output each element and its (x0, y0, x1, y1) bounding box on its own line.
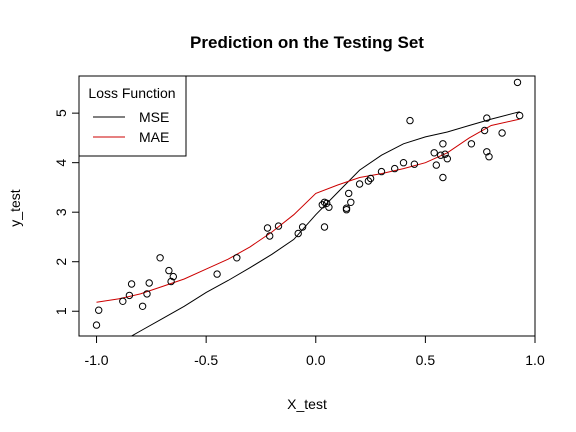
data-point (318, 201, 326, 209)
y-tick-label: 3 (53, 208, 69, 216)
x-tick-label: -1.0 (84, 352, 108, 368)
data-point (145, 279, 153, 287)
data-point (467, 140, 476, 148)
data-point (167, 277, 175, 286)
data-point (156, 254, 164, 262)
data-point (439, 140, 447, 148)
data-point (169, 272, 178, 281)
legend-label-mae: MAE (139, 129, 169, 145)
y-tick-label: 4 (53, 159, 69, 167)
chart-title: Prediction on the Testing Set (190, 33, 424, 52)
data-point (399, 159, 408, 167)
data-point (498, 129, 506, 137)
data-point (233, 254, 241, 262)
data-point (165, 266, 173, 275)
data-point (483, 114, 491, 122)
data-point (143, 290, 151, 298)
data-point (325, 203, 333, 211)
data-point (125, 291, 134, 300)
data-point (410, 160, 419, 168)
data-point (366, 174, 375, 183)
data-point (294, 229, 302, 238)
x-tick-label: 0.5 (416, 352, 436, 368)
y-axis-label: y_test (7, 189, 23, 226)
legend-label-mse: MSE (139, 109, 169, 125)
y-axis: 1 2 3 4 5 (53, 109, 80, 315)
data-point (437, 151, 445, 159)
y-tick-label: 5 (53, 109, 69, 117)
data-point (342, 206, 351, 214)
data-point (92, 321, 101, 329)
x-tick-label: -0.5 (194, 352, 218, 368)
data-point (95, 306, 103, 314)
data-point (364, 177, 373, 185)
data-point (320, 223, 329, 231)
series-line-mse (130, 111, 520, 336)
data-point (406, 116, 414, 125)
x-axis: -1.0 -0.5 0.0 0.5 1.0 (84, 335, 545, 368)
x-axis-label: X_test (287, 396, 327, 412)
points-layer (92, 78, 524, 329)
data-point (263, 224, 272, 232)
data-point (323, 199, 331, 208)
data-point (516, 111, 524, 120)
data-point (391, 164, 399, 173)
data-point (127, 280, 136, 288)
data-point (483, 148, 491, 156)
data-point (138, 302, 147, 310)
data-point (513, 78, 522, 87)
legend-box (78, 75, 187, 157)
data-point (119, 297, 127, 305)
data-point (377, 167, 386, 176)
data-point (266, 232, 274, 240)
data-point (355, 180, 364, 188)
data-point (345, 189, 353, 198)
data-point (274, 222, 283, 230)
data-point (441, 150, 449, 158)
x-tick-label: 1.0 (525, 352, 545, 368)
y-tick-label: 2 (53, 258, 69, 266)
y-tick-label: 1 (53, 307, 69, 315)
data-point (213, 270, 221, 278)
data-point (342, 204, 351, 212)
data-point (443, 155, 451, 163)
data-point (439, 173, 447, 182)
legend-title: Loss Function (88, 85, 175, 101)
data-point (430, 149, 438, 157)
data-point (347, 198, 355, 207)
data-point (480, 126, 489, 135)
data-point (485, 153, 493, 161)
x-tick-label: 0.0 (306, 352, 326, 368)
legend: Loss Function MSE MAE (78, 75, 187, 157)
data-point (432, 161, 440, 169)
data-point (298, 223, 307, 231)
